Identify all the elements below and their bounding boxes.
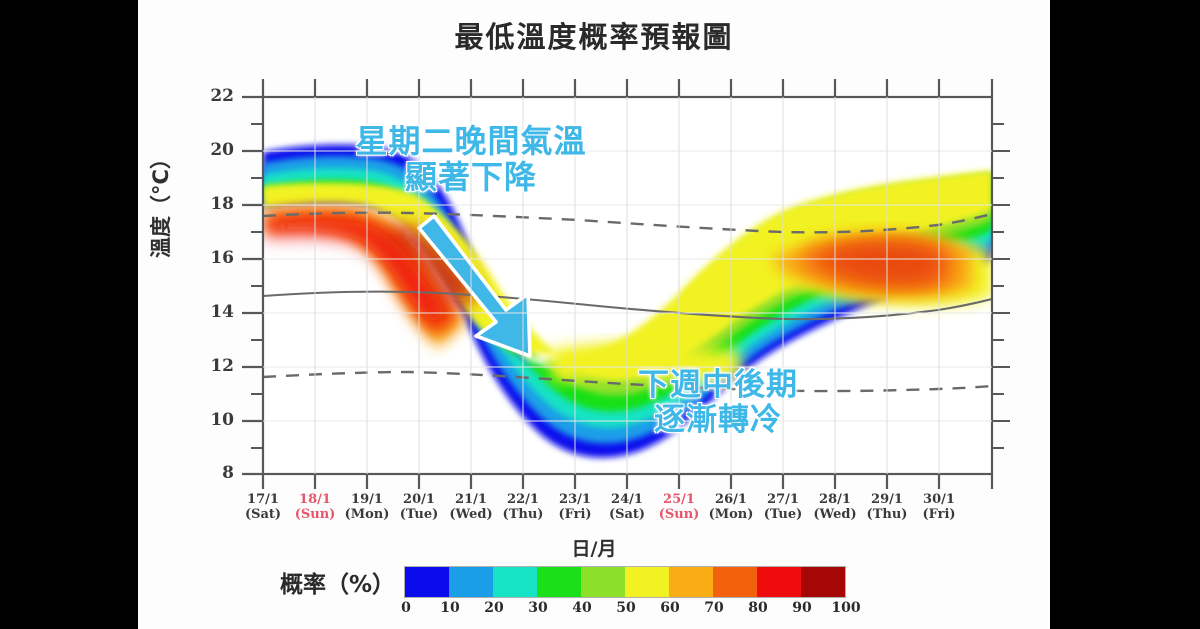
x-tick-weekday: (Sun) <box>294 507 336 522</box>
x-tick-21-1: 21/1 (Wed) <box>436 492 506 522</box>
annotation-line-1: 下週中後期 <box>638 367 798 403</box>
annotation-line-2: 顯著下降 <box>404 158 537 197</box>
colorbar-tick-10: 10 <box>440 600 460 616</box>
colorbar-tick-80: 80 <box>748 600 768 616</box>
x-tick-weekday: (Sat) <box>608 507 646 522</box>
colorbar-tick-100: 100 <box>831 600 861 616</box>
x-tick-date: 29/1 <box>871 492 903 507</box>
x-tick-23-1: 23/1 (Fri) <box>540 492 610 522</box>
x-tick-weekday: (Sat) <box>244 507 282 522</box>
x-tick-18-1: 18/1 (Sun) <box>280 492 350 522</box>
plume-plot <box>242 79 1010 489</box>
colorbar-tick-70: 70 <box>704 600 724 616</box>
x-tick-date: 28/1 <box>819 492 851 507</box>
colorbar-tick-90: 90 <box>792 600 812 616</box>
annotation-line-1: 星期二晚間氣溫 <box>355 122 587 160</box>
colorbar-segment-10-20 <box>449 567 493 597</box>
y-tick-20: 20 <box>210 140 234 160</box>
colorbar-tick-20: 20 <box>484 600 504 616</box>
x-tick-28-1: 28/1 (Wed) <box>800 492 870 522</box>
chart-canvas: 最低溫度概率預報圖 溫度（°C） 日/月 <box>138 0 1050 629</box>
x-tick-date: 21/1 <box>455 492 487 507</box>
y-tick-22: 22 <box>210 86 234 106</box>
x-tick-date: 24/1 <box>611 492 643 507</box>
x-tick-weekday: (Thu) <box>502 507 544 522</box>
annotation-tuesday-drop: 星期二晚間氣溫 顯著下降 <box>306 123 636 196</box>
x-tick-19-1: 19/1 (Mon) <box>332 492 402 522</box>
x-tick-date: 23/1 <box>559 492 591 507</box>
x-tick-weekday: (Fri) <box>558 507 592 522</box>
x-tick-date: 17/1 <box>247 492 279 507</box>
chart-title: 最低溫度概率預報圖 <box>454 20 734 54</box>
trend-down-arrow <box>417 214 532 358</box>
x-tick-29-1: 29/1 (Thu) <box>852 492 922 522</box>
x-tick-weekday: (Fri) <box>922 507 956 522</box>
y-tick-12: 12 <box>210 356 234 376</box>
y-tick-14: 14 <box>210 302 234 322</box>
x-tick-weekday: (Wed) <box>813 507 857 522</box>
colorbar-segment-40-50 <box>581 567 625 597</box>
y-tick-18: 18 <box>210 194 234 214</box>
x-tick-date: 25/1 <box>663 492 695 507</box>
x-tick-30-1: 30/1 (Fri) <box>904 492 974 522</box>
colorbar-tick-0: 0 <box>401 600 411 616</box>
x-tick-date: 19/1 <box>351 492 383 507</box>
colorbar-tick-40: 40 <box>572 600 592 616</box>
colorbar-segment-70-80 <box>713 567 757 597</box>
x-tick-22-1: 22/1 (Thu) <box>488 492 558 522</box>
x-tick-date: 20/1 <box>403 492 435 507</box>
colorbar-segment-90-100 <box>801 567 845 597</box>
letterbox-left-bar <box>0 0 138 629</box>
colorbar-segment-30-40 <box>537 567 581 597</box>
colorbar-tick-60: 60 <box>660 600 680 616</box>
annotation-line-2: 逐漸轉冷 <box>654 402 782 439</box>
x-tick-weekday: (Tue) <box>763 507 803 522</box>
colorbar-tick-50: 50 <box>616 600 636 616</box>
x-tick-date: 22/1 <box>507 492 539 507</box>
x-tick-weekday: (Mon) <box>344 507 390 522</box>
x-tick-17-1: 17/1 (Sat) <box>228 492 298 522</box>
x-tick-weekday: (Tue) <box>399 507 439 522</box>
x-tick-date: 27/1 <box>767 492 799 507</box>
colorbar-segment-20-30 <box>493 567 537 597</box>
colorbar-segment-60-70 <box>669 567 713 597</box>
x-tick-24-1: 24/1 (Sat) <box>592 492 662 522</box>
x-tick-weekday: (Mon) <box>708 507 754 522</box>
y-tick-8: 8 <box>222 463 234 483</box>
colorbar-segment-80-90 <box>757 567 801 597</box>
x-tick-date: 26/1 <box>715 492 747 507</box>
annotation-next-week-cold: 下週中後期 逐漸轉冷 <box>578 367 858 439</box>
x-tick-26-1: 26/1 (Mon) <box>696 492 766 522</box>
colorbar-label: 概率（%） <box>280 572 396 598</box>
x-tick-weekday: (Thu) <box>866 507 908 522</box>
y-tick-16: 16 <box>210 248 234 268</box>
colorbar-tick-30: 30 <box>528 600 548 616</box>
probability-colorbar <box>404 566 846 598</box>
y-tick-10: 10 <box>210 410 234 430</box>
x-tick-25-1: 25/1 (Sun) <box>644 492 714 522</box>
x-tick-date: 18/1 <box>299 492 331 507</box>
colorbar-segment-50-60 <box>625 567 669 597</box>
x-tick-weekday: (Sun) <box>658 507 700 522</box>
x-tick-20-1: 20/1 (Tue) <box>384 492 454 522</box>
x-tick-27-1: 27/1 (Tue) <box>748 492 818 522</box>
colorbar-segment-0-10 <box>405 567 449 597</box>
x-tick-date: 30/1 <box>923 492 955 507</box>
letterbox-right-bar <box>1050 0 1200 629</box>
x-axis-label: 日/月 <box>571 538 617 560</box>
x-tick-weekday: (Wed) <box>449 507 493 522</box>
